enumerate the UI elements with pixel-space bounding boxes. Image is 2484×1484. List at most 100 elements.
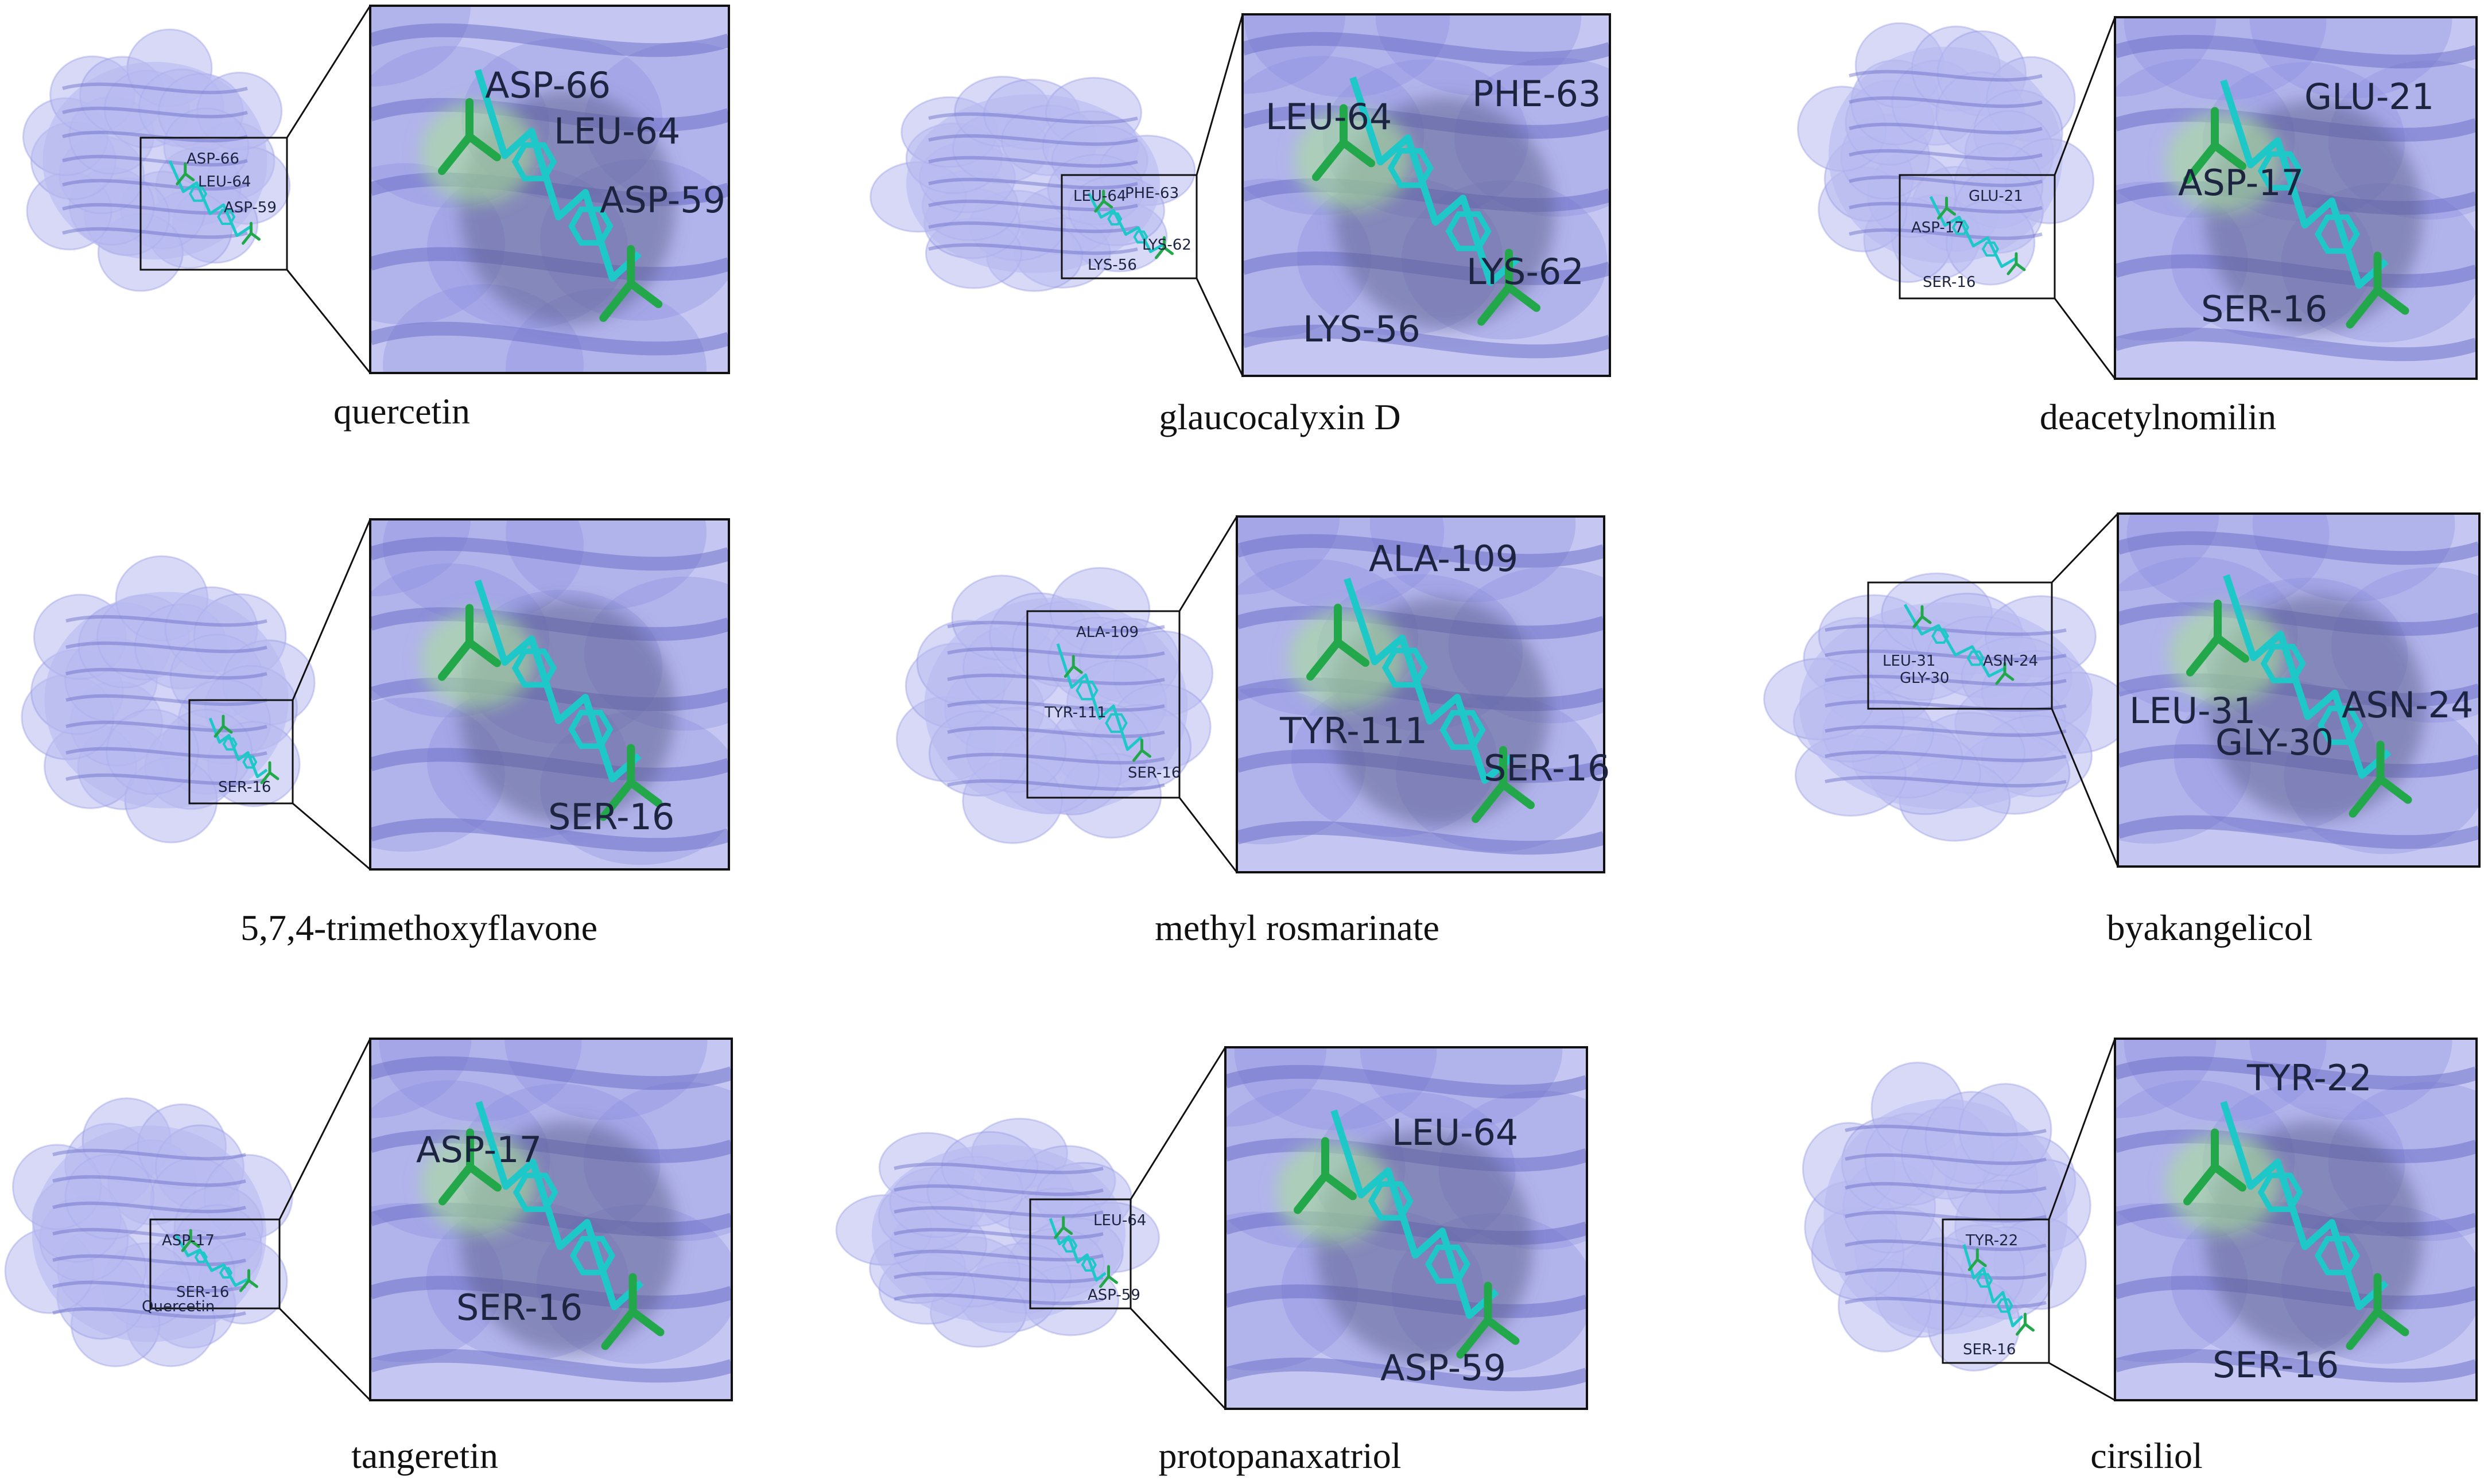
residue-label-zoom: LEU-64: [554, 110, 680, 152]
connector-line: [2054, 298, 2116, 379]
residue-label-small: SER-16: [218, 779, 271, 796]
residue-label-zoom: PHE-63: [1472, 73, 1601, 115]
zoom-frame: [1224, 1046, 1588, 1410]
residue-label-small: LEU-31: [1883, 652, 1935, 670]
connector-line: [1130, 1047, 1227, 1200]
residue-label-zoom: ASP-17: [2178, 162, 2304, 204]
residue-label-small: SER-16: [1963, 1341, 2016, 1358]
extra-label: Quercetin: [142, 1298, 215, 1315]
zoom-frame: [1236, 515, 1605, 873]
protein-overview: [4, 1097, 293, 1368]
residue-label-zoom: TYR-111: [1279, 710, 1427, 752]
residue-label-zoom: SER-16: [2201, 288, 2327, 330]
residue-label-zoom: SER-16: [456, 1287, 583, 1328]
zoom-frame: [369, 1038, 733, 1401]
residue-label-small: ASP-59: [1088, 1287, 1140, 1304]
residue-label-small: GLU-21: [1969, 188, 2023, 205]
panel-caption: deacetylnomilin: [2039, 397, 2277, 437]
residue-label-zoom: ASP-17: [416, 1129, 542, 1171]
zoom-view: [370, 1039, 732, 1400]
residue-label-zoom: LYS-62: [1466, 251, 1584, 293]
residue-label-zoom: ASN-24: [2342, 684, 2473, 726]
residue-label-small: TYR-22: [1965, 1232, 2018, 1249]
panel-caption: tangeretin: [351, 1435, 498, 1476]
zoom-view: [2115, 1039, 2477, 1400]
protein-overview: [1763, 572, 2132, 842]
zoom-view: [2115, 17, 2477, 379]
selection-box: [149, 1218, 281, 1310]
connector-line: [1178, 797, 1238, 873]
connector-line: [2051, 512, 2119, 584]
residue-label-small: TYR-111: [1044, 704, 1107, 721]
connector-line: [2051, 708, 2119, 867]
connector-line: [2048, 1038, 2116, 1220]
residue-label-small: ASP-66: [187, 150, 239, 168]
protein-overview: [22, 28, 291, 292]
zoom-frame: [2117, 512, 2481, 868]
selection-box: [188, 699, 294, 805]
connector-line: [278, 1307, 371, 1401]
connector-line: [286, 5, 371, 138]
residue-label-zoom: ALA-109: [1369, 538, 1518, 580]
selection-box: [1867, 581, 2053, 710]
panel-2: LEU-64PHE-63LYS-62LYS-56LEU-64PHE-63LYS-…: [870, 13, 1611, 377]
selection-box: [139, 137, 288, 271]
zoom-frame: [369, 518, 730, 871]
zoom-view: [1225, 1047, 1587, 1409]
panel-3: GLU-21 ASP-17 SER-16 GLU-21 ASP-17 SER-16: [1797, 16, 2478, 380]
panel-4: SER-16 SER-16: [21, 518, 730, 871]
zoom-view: [1243, 14, 1610, 376]
zoom-view: [1237, 516, 1604, 872]
residue-label-zoom: TYR-22: [2246, 1057, 2372, 1099]
zoom-view: [370, 6, 729, 373]
selection-box: [1899, 174, 2056, 300]
residue-label-zoom: LYS-56: [1303, 308, 1420, 350]
protein-overview: [895, 566, 1214, 844]
residue-label-small: ASN-24: [1983, 652, 2038, 670]
residue-label-zoom: ASP-59: [1380, 1347, 1506, 1389]
residue-label-small: GLY-30: [1900, 670, 1949, 687]
connector-line: [292, 519, 371, 701]
residue-label-zoom: GLU-21: [2304, 76, 2434, 118]
panel-9: TYR-22 SER-16 TYR-22 SER-16: [1802, 1038, 2478, 1401]
residue-label-small: PHE-63: [1125, 185, 1179, 202]
selection-box: [1029, 1198, 1132, 1310]
residue-label-zoom: SER-16: [2213, 1344, 2339, 1386]
selection-box: [1061, 174, 1198, 279]
residue-label-zoom: LEU-64: [1266, 96, 1392, 138]
residue-label-zoom: ASP-66: [485, 64, 611, 106]
residue-label-small: SER-16: [1923, 274, 1975, 291]
residue-label-zoom: LEU-31: [2129, 690, 2256, 732]
panel-caption: 5,7,4-trimethoxyflavone: [240, 907, 598, 948]
connector-line: [1178, 516, 1238, 612]
connector-line: [2048, 1362, 2116, 1401]
residue-label-small: LYS-56: [1088, 257, 1137, 274]
residue-label-small: LEU-64: [1093, 1212, 1146, 1229]
residue-label-small: LYS-62: [1142, 236, 1191, 254]
selection-box: [1942, 1218, 2050, 1364]
residue-label-small: SER-16: [176, 1284, 229, 1301]
connector-line: [286, 269, 371, 374]
zoom-frame: [1241, 13, 1611, 377]
panel-8: LEU-64 ASP-59 LEU-64 ASP-59: [835, 1046, 1588, 1410]
residue-label-zoom: GLY-30: [2215, 721, 2334, 763]
residue-label-zoom: SER-16: [548, 796, 674, 838]
residue-label-small: ALA-109: [1076, 624, 1139, 641]
selection-box: [1026, 610, 1181, 799]
protein-overview: [835, 1117, 1161, 1348]
residue-label-zoom: SER-16: [1484, 747, 1610, 789]
zoom-view: [370, 519, 729, 869]
connector-line: [292, 802, 371, 871]
panel-caption: byakangelicol: [2106, 907, 2313, 948]
panel-caption: quercetin: [333, 391, 471, 432]
connector-line: [1196, 14, 1244, 176]
residue-label-small: ASP-17: [162, 1232, 215, 1249]
residue-label-small: SER-16: [1128, 764, 1181, 782]
panel-caption: glaucocalyxin D: [1159, 397, 1401, 437]
panel-caption: methyl rosmarinate: [1155, 907, 1439, 948]
zoom-view: [2118, 514, 2479, 867]
panel-5: ALA-109 TYR-111 SER-16 ALA-109 TYR-111 SER-16: [895, 515, 1610, 873]
